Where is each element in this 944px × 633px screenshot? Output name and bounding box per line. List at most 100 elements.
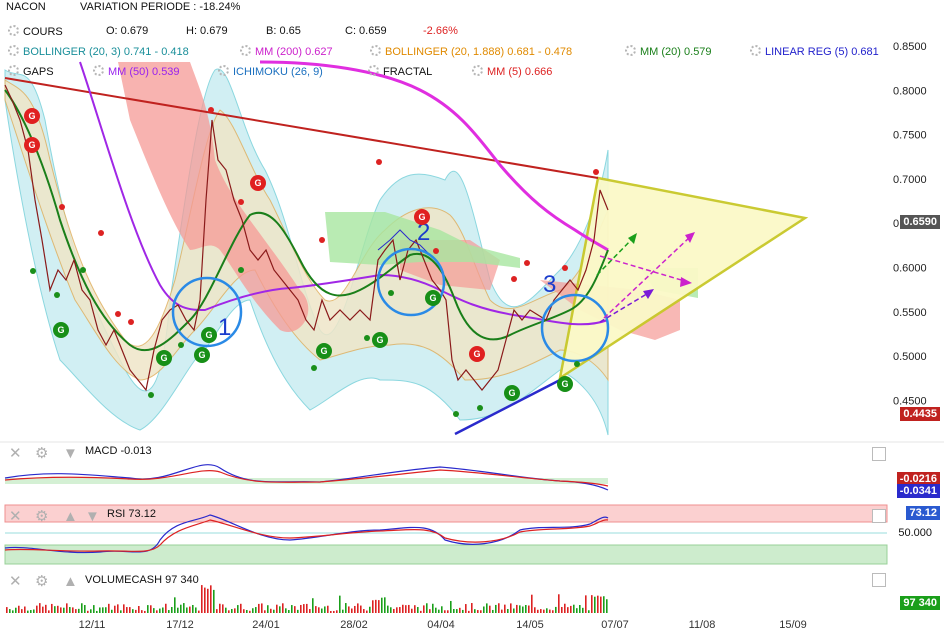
volume-bar — [15, 607, 17, 613]
close-icon[interactable]: ✕ — [9, 573, 22, 590]
indicator-gaps[interactable]: GAPS — [8, 65, 54, 79]
volume-bar — [504, 604, 506, 613]
volume-bar — [318, 607, 320, 613]
settings-gear-icon[interactable] — [8, 25, 19, 36]
price-tick-label: 0.4500 — [893, 395, 927, 407]
volume-bar — [270, 608, 272, 613]
settings-gear-icon[interactable] — [370, 45, 381, 56]
rsi-value-box: 73.12 — [906, 506, 940, 520]
arrow-down-icon[interactable]: ▼ — [63, 445, 78, 462]
volume-bar — [42, 606, 44, 613]
svg-text:G: G — [160, 353, 167, 363]
volume-bar — [237, 605, 239, 613]
settings-gear-icon[interactable] — [218, 65, 229, 76]
price-axis: 0.85000.80000.75000.70000.65000.60000.55… — [893, 41, 927, 407]
arrow-up-icon[interactable]: ▲ — [63, 573, 78, 590]
volume-bar — [162, 607, 164, 613]
volume-bar — [438, 609, 440, 613]
indicator-fractal[interactable]: FRACTAL — [368, 65, 432, 79]
settings-gear-icon[interactable] — [8, 65, 19, 76]
volume-bar — [81, 603, 83, 613]
volume-bar — [414, 605, 416, 613]
volume-bar — [87, 610, 89, 613]
indicator-bollinger-1888[interactable]: BOLLINGER (20, 1.888) 0.681 - 0.478 — [370, 45, 572, 59]
volume-bar — [384, 597, 386, 613]
indicator-linear-reg[interactable]: LINEAR REG (5) 0.681 — [750, 45, 879, 59]
volume-bar — [303, 604, 305, 613]
close-icon[interactable]: ✕ — [9, 445, 22, 462]
settings-gear-icon[interactable] — [240, 45, 251, 56]
volume-bar — [132, 609, 134, 613]
volume-bar — [183, 603, 185, 613]
volume-bar — [225, 607, 227, 613]
annotation-2: 2 — [417, 219, 430, 246]
indicator-mm5[interactable]: MM (5) 0.666 — [472, 65, 552, 79]
volume-bar — [261, 603, 263, 613]
fractal-dots-green — [30, 267, 580, 417]
indicator-mm200[interactable]: MM (200) 0.627 — [240, 45, 333, 59]
indicator-ichimoku[interactable]: ICHIMOKU (26, 9) — [218, 65, 323, 79]
volume-bar — [66, 603, 68, 613]
rsi-level-label: 50.000 — [898, 527, 932, 539]
cours-toggle[interactable]: COURS — [8, 25, 63, 39]
volume-bar — [279, 606, 281, 613]
x-tick-label: 17/12 — [166, 619, 194, 631]
settings-gear-icon[interactable] — [472, 65, 483, 76]
settings-gear-icon[interactable] — [368, 65, 379, 76]
indicator-bollinger-3[interactable]: BOLLINGER (20, 3) 0.741 - 0.418 — [8, 45, 189, 59]
volume-bar — [540, 609, 542, 613]
gear-icon[interactable]: ⚙ — [35, 508, 49, 525]
volume-bar — [486, 603, 488, 613]
arrow-down-icon[interactable]: ▼ — [85, 508, 100, 525]
x-tick-label: 28/02 — [340, 619, 368, 631]
macd-checkbox[interactable] — [872, 447, 886, 461]
projection-arrow-magenta-1 — [599, 255, 689, 283]
volume-bar — [402, 604, 404, 613]
x-tick-label: 14/05 — [516, 619, 544, 631]
rsi-label: RSI 73.12 — [107, 508, 156, 520]
gap-markers-red: GGG GG — [24, 108, 485, 362]
volume-bar — [315, 606, 317, 613]
volume-bar — [255, 607, 257, 613]
close-icon[interactable]: ✕ — [9, 508, 22, 525]
volume-bar — [135, 609, 137, 613]
volume-checkbox[interactable] — [872, 573, 886, 587]
indicator-mm50[interactable]: MM (50) 0.539 — [93, 65, 180, 79]
volume-bar — [234, 608, 236, 613]
volume-bar — [327, 605, 329, 613]
settings-gear-icon[interactable] — [8, 45, 19, 56]
volume-bar — [546, 608, 548, 613]
volume-bar — [444, 610, 446, 613]
volume-bar — [465, 604, 467, 613]
volume-bar — [381, 597, 383, 613]
volume-bar — [600, 596, 602, 613]
arrow-up-icon[interactable]: ▲ — [63, 508, 78, 525]
settings-gear-icon[interactable] — [750, 45, 761, 56]
settings-gear-icon[interactable] — [625, 45, 636, 56]
volume-bar — [210, 585, 212, 613]
volume-bar — [456, 609, 458, 613]
volume-bar — [123, 604, 125, 613]
volume-bar — [408, 604, 410, 613]
gear-icon[interactable]: ⚙ — [35, 445, 49, 462]
volume-bar — [306, 603, 308, 613]
volume-bar — [585, 595, 587, 613]
annotation-1: 1 — [218, 314, 231, 341]
volume-bar — [108, 603, 110, 613]
macd-value-box-2: -0.0341 — [896, 484, 940, 498]
volume-bar — [573, 604, 575, 613]
volume-bar — [432, 603, 434, 613]
arrowhead-green — [628, 233, 637, 244]
volume-bar — [462, 609, 464, 613]
volume-bar — [588, 610, 590, 613]
gear-icon[interactable]: ⚙ — [35, 573, 49, 590]
pattern-circle-1 — [171, 276, 243, 348]
volume-bar — [477, 610, 479, 613]
macd-signal-line — [4, 469, 609, 487]
rsi-checkbox[interactable] — [872, 509, 886, 523]
volume-bar — [240, 603, 242, 613]
price-tick-label: 0.5500 — [893, 307, 927, 319]
settings-gear-icon[interactable] — [93, 65, 104, 76]
indicator-mm20[interactable]: MM (20) 0.579 — [625, 45, 712, 59]
volume-bar — [57, 605, 59, 613]
